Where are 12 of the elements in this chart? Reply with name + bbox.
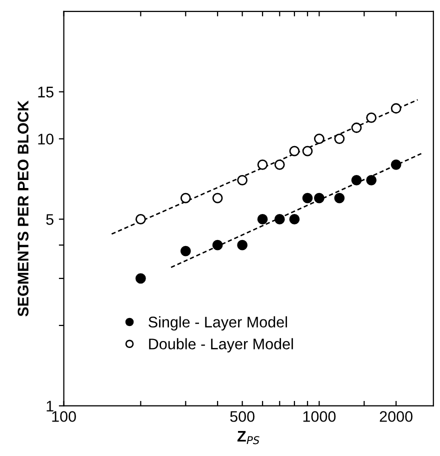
y-axis-title: SEGMENTS PER PEO BLOCK	[18, 100, 29, 316]
legend-label: Double - Layer Model	[149, 338, 293, 352]
y-tick-label: 5	[46, 214, 54, 225]
y-tick-label: 1	[46, 400, 54, 412]
x-tick-label: 1000	[303, 411, 336, 422]
x-tick-label: 100	[52, 411, 76, 422]
x-tick-label: 2000	[380, 411, 412, 422]
y-tick-label: 15	[38, 86, 54, 98]
y-tick-label: 10	[38, 134, 54, 144]
x-tick-label: 500	[230, 411, 254, 422]
x-axis-title: Z$_{PS}$	[237, 431, 260, 444]
legend-label: Single - Layer Model	[148, 316, 287, 331]
